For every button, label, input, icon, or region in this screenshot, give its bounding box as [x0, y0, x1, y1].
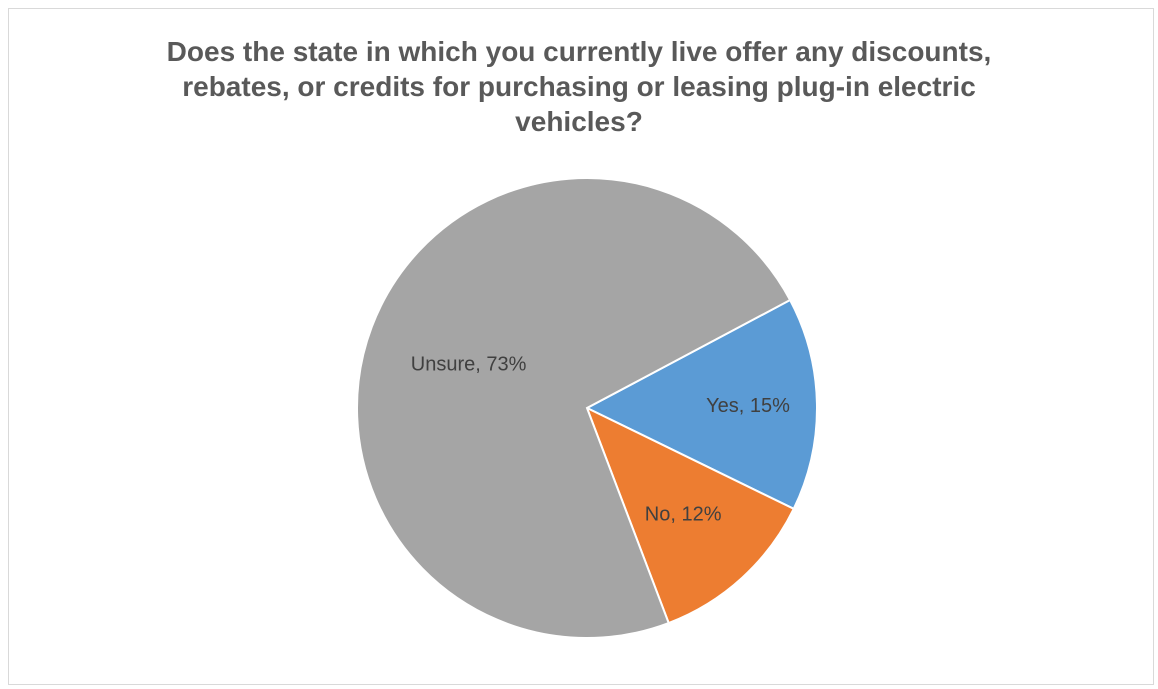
pie-slice-unsure	[356, 177, 792, 639]
pie-slice-no	[585, 405, 796, 625]
data-label-no: No, 12%	[645, 503, 722, 525]
chart-title-line-2: rebates, or credits for purchasing or le…	[182, 71, 976, 102]
chart-title-line-1: Does the state in which you currently li…	[166, 36, 992, 67]
chart-title-line-3: vehicles?	[515, 106, 643, 137]
chart-title: Does the state in which you currently li…	[0, 34, 1158, 139]
data-label-unsure: Unsure, 73%	[411, 353, 527, 375]
pie-slice-yes	[584, 298, 818, 511]
data-label-yes: Yes, 15%	[706, 395, 790, 417]
